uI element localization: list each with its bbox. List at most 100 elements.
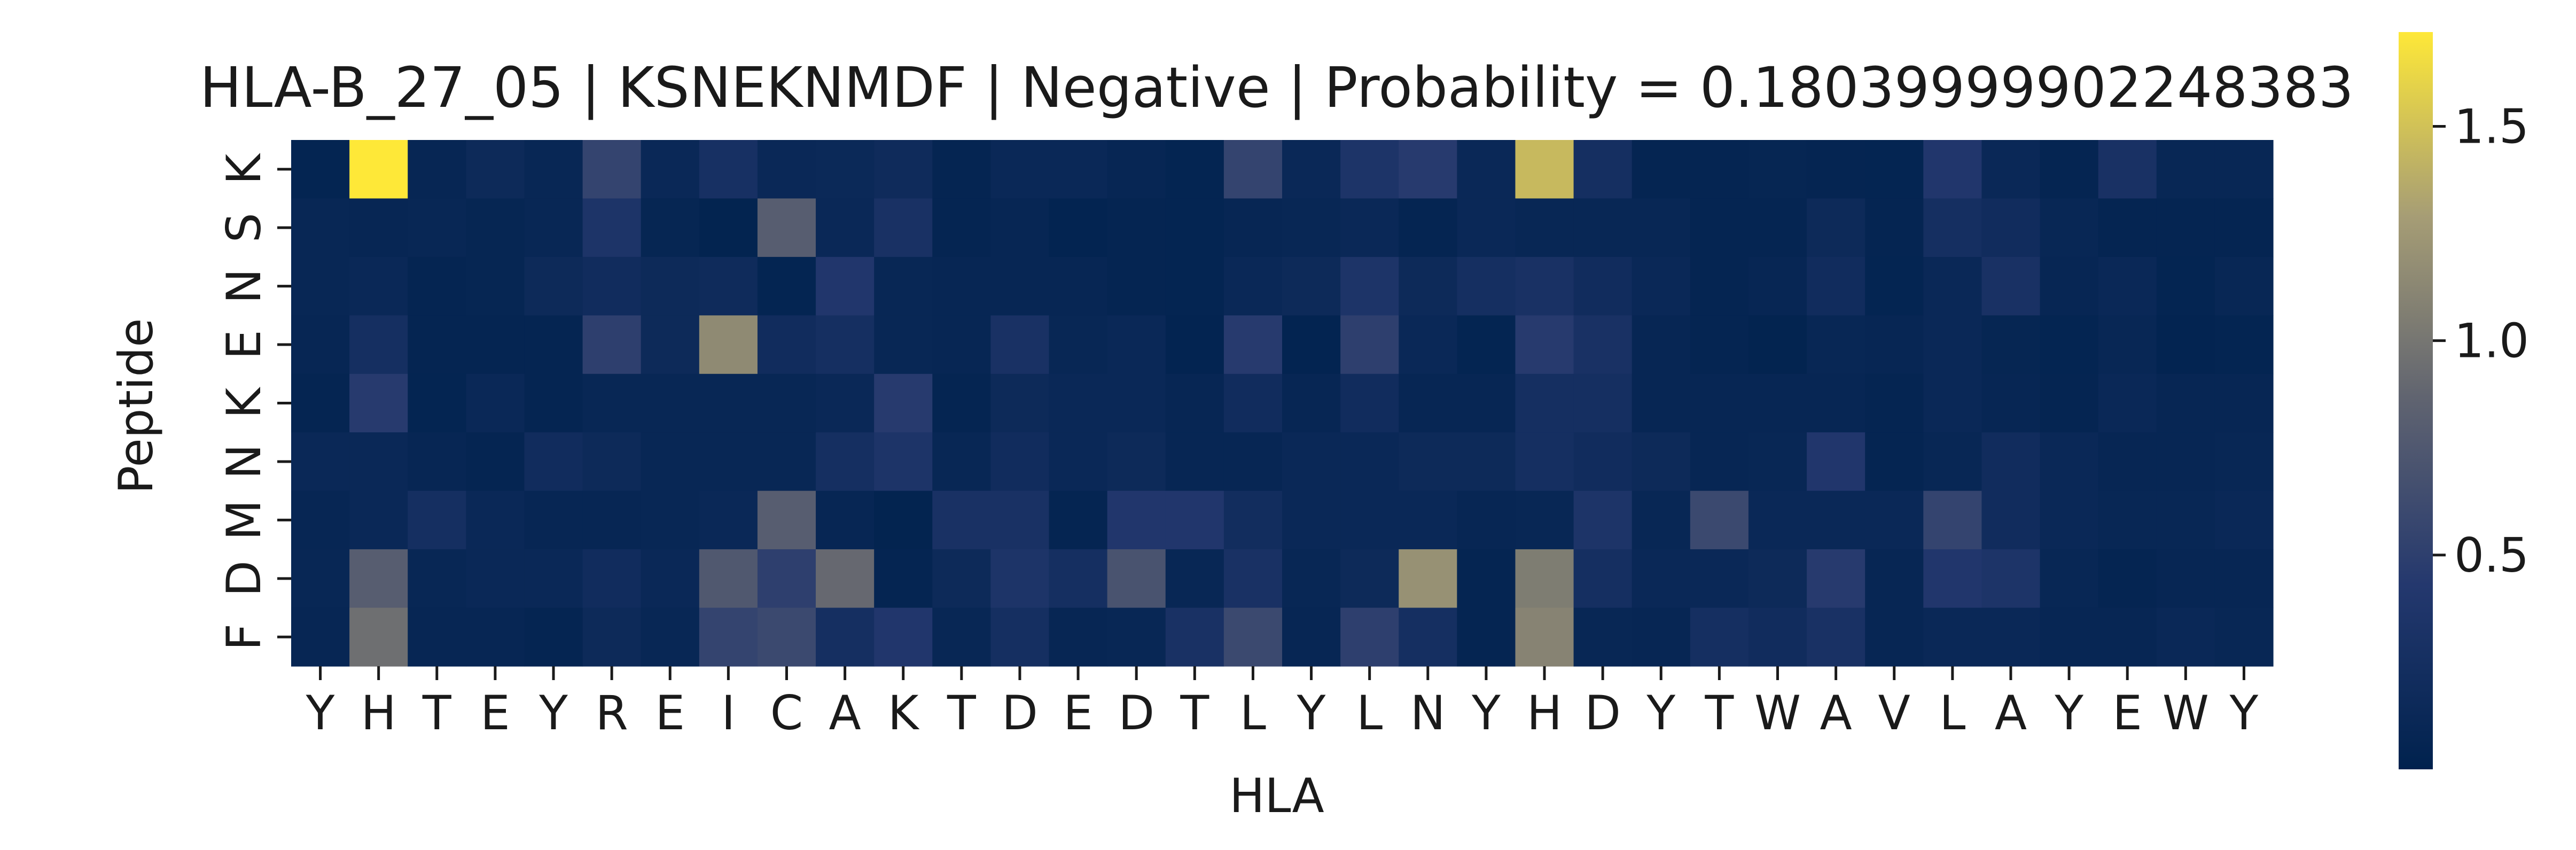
heatmap-cell xyxy=(816,256,875,316)
heatmap-cell xyxy=(1923,198,1982,258)
heatmap-cell xyxy=(349,432,408,492)
heatmap-cell xyxy=(1632,256,1691,316)
heatmap-cell xyxy=(757,432,816,492)
heatmap-cell xyxy=(1923,140,1982,199)
heatmap-cell xyxy=(2214,432,2274,492)
heatmap-cell xyxy=(1282,549,1341,609)
heatmap-cell xyxy=(2156,607,2215,667)
heatmap-cell xyxy=(1923,373,1982,433)
heatmap-cell xyxy=(641,198,700,258)
x-tick-label: D xyxy=(1002,685,1038,740)
x-tick-label: D xyxy=(1584,685,1621,740)
heatmap-cell xyxy=(2098,607,2157,667)
heatmap-cell xyxy=(1923,490,1982,550)
heatmap-cell xyxy=(582,256,642,316)
heatmap-cell xyxy=(2214,315,2274,375)
heatmap-cell xyxy=(1981,549,2041,609)
heatmap-cell xyxy=(1340,432,1399,492)
heatmap-cell xyxy=(990,140,1050,199)
heatmap-cell xyxy=(990,607,1050,667)
heatmap-cell xyxy=(990,490,1050,550)
heatmap-cell xyxy=(1807,256,1865,316)
heatmap-cell xyxy=(349,607,408,667)
heatmap-cell xyxy=(990,256,1050,316)
heatmap-cell xyxy=(1807,373,1865,433)
heatmap-cell xyxy=(1748,607,1807,667)
heatmap-cell xyxy=(1223,549,1283,609)
heatmap-cell xyxy=(874,140,933,199)
heatmap-cell xyxy=(816,607,875,667)
heatmap-cell xyxy=(1107,198,1166,258)
heatmap-cell xyxy=(1632,490,1691,550)
heatmap-cell xyxy=(349,140,408,199)
heatmap-cell xyxy=(466,607,525,667)
heatmap-cell xyxy=(1457,198,1516,258)
heatmap-cell xyxy=(291,490,350,550)
heatmap-cell xyxy=(1223,607,1283,667)
heatmap-cell xyxy=(1923,315,1982,375)
heatmap-cell xyxy=(816,198,875,258)
heatmap-cell xyxy=(1107,432,1166,492)
heatmap-cell xyxy=(1632,140,1691,199)
heatmap-cell xyxy=(1748,198,1807,258)
heatmap-cell xyxy=(757,607,816,667)
heatmap-cell xyxy=(874,490,933,550)
heatmap-cell xyxy=(1282,607,1341,667)
heatmap-cell xyxy=(816,490,875,550)
heatmap-cell xyxy=(1632,198,1691,258)
heatmap-cell xyxy=(1690,198,1749,258)
heatmap-cell xyxy=(2156,549,2215,609)
heatmap-cell xyxy=(1807,140,1865,199)
heatmap-cell xyxy=(1049,490,1108,550)
heatmap-cell xyxy=(1748,373,1807,433)
heatmap-cell xyxy=(1107,490,1166,550)
heatmap-cell xyxy=(990,373,1050,433)
x-tick-label: C xyxy=(770,685,803,740)
heatmap-cell xyxy=(1223,198,1283,258)
heatmap-cell xyxy=(1515,432,1574,492)
heatmap-cell xyxy=(291,198,350,258)
heatmap-cell xyxy=(1457,549,1516,609)
heatmap-cell xyxy=(1807,198,1865,258)
heatmap-cell xyxy=(408,315,466,375)
heatmap-cell xyxy=(1923,432,1982,492)
heatmap-cell xyxy=(2156,490,2215,550)
heatmap-cell xyxy=(466,315,525,375)
heatmap-cell xyxy=(1282,198,1341,258)
heatmap-cell xyxy=(641,607,700,667)
heatmap-cell xyxy=(1399,432,1457,492)
heatmap-cell xyxy=(699,490,758,550)
heatmap-cell xyxy=(1457,140,1516,199)
heatmap-cell xyxy=(1865,140,1924,199)
heatmap-cell xyxy=(1807,549,1865,609)
heatmap-cell xyxy=(2040,256,2099,316)
x-tick-label: Y xyxy=(2229,685,2259,740)
heatmap-cell xyxy=(1690,607,1749,667)
y-tick-label: K xyxy=(216,153,271,185)
heatmap-cell xyxy=(1632,373,1691,433)
x-tick-label: L xyxy=(1939,685,1965,740)
heatmap-cell xyxy=(408,549,466,609)
heatmap-cell xyxy=(1573,432,1633,492)
heatmap-cell xyxy=(408,373,466,433)
heatmap-cell xyxy=(874,607,933,667)
heatmap-cell xyxy=(1399,607,1457,667)
heatmap-cell xyxy=(1049,373,1108,433)
heatmap-cell xyxy=(757,256,816,316)
heatmap-cell xyxy=(2098,315,2157,375)
heatmap-cell xyxy=(582,373,642,433)
heatmap-cell xyxy=(1223,256,1283,316)
heatmap-cell xyxy=(1632,549,1691,609)
heatmap-cell xyxy=(2156,256,2215,316)
heatmap-cell xyxy=(1165,432,1224,492)
heatmap-cell xyxy=(466,432,525,492)
heatmap-cell xyxy=(1981,315,2041,375)
heatmap-cell xyxy=(291,140,350,199)
heatmap-cell xyxy=(932,490,992,550)
heatmap-cell xyxy=(1107,315,1166,375)
heatmap-cell xyxy=(874,256,933,316)
heatmap-cell xyxy=(2098,432,2157,492)
heatmap-cell xyxy=(2156,315,2215,375)
heatmap-cell xyxy=(349,490,408,550)
heatmap-cell xyxy=(524,140,583,199)
